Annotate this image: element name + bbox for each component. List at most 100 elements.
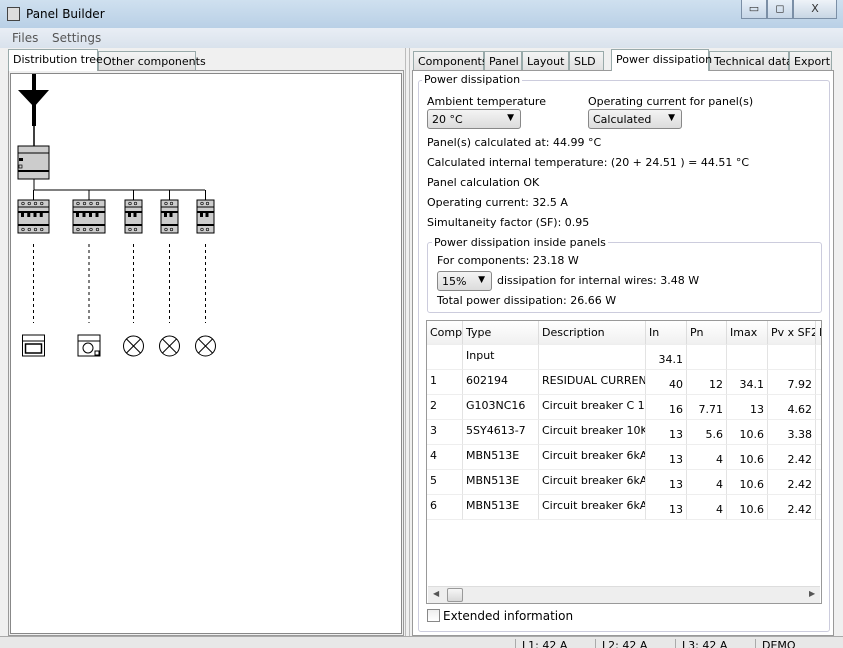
internal-temperature: Calculated internal temperature: (20 + 2… — [427, 156, 750, 169]
menu-files[interactable]: Files — [12, 31, 39, 45]
table-cell: Circuit breaker 6kA 1- — [539, 470, 646, 495]
circuit-breaker-icon[interactable] — [196, 199, 215, 234]
tab-technical-data[interactable]: Technical data — [709, 51, 793, 70]
tab-layout[interactable]: Layout — [522, 51, 569, 70]
column-header[interactable]: In — [646, 321, 687, 345]
circuit-breaker-icon[interactable] — [124, 199, 143, 234]
tab-power-dissipation[interactable]: Power dissipation — [611, 49, 712, 71]
rcd-icon[interactable] — [17, 145, 50, 180]
circuit-breaker-icon[interactable] — [72, 199, 106, 234]
table-cell: Circuit breaker 10KA 1 — [539, 420, 646, 445]
tab-components[interactable]: Components — [413, 51, 488, 70]
column-header[interactable]: Comp. — [427, 321, 463, 345]
table-cell: MBN513E — [463, 495, 539, 520]
tab-other-components[interactable]: Other components — [98, 51, 206, 70]
chevron-down-icon: ▼ — [668, 113, 675, 123]
circuit-breaker-icon[interactable] — [17, 199, 50, 234]
oven-icon[interactable] — [22, 334, 45, 357]
scrollbar-thumb[interactable] — [447, 588, 463, 602]
table-cell — [816, 420, 821, 445]
extended-information-label: Extended information — [443, 609, 574, 623]
extended-information-checkbox[interactable] — [427, 609, 440, 622]
operating-current: Operating current: 32.5 A — [427, 196, 568, 209]
table-cell: 1 — [427, 370, 463, 395]
status-l1: L1: 42 A — [515, 639, 567, 648]
operating-current-select[interactable]: Calculated ▼ — [588, 109, 682, 129]
table-cell — [816, 445, 821, 470]
app-icon — [7, 7, 20, 21]
table-cell: 2.42 — [768, 470, 816, 495]
lamp-icon[interactable] — [195, 335, 216, 357]
close-button[interactable]: X — [793, 0, 837, 19]
column-header[interactable]: Type — [463, 321, 539, 345]
table-cell: 40 — [646, 370, 687, 395]
distribution-diagram — [17, 74, 216, 357]
table-cell: 34.1 — [727, 370, 768, 395]
tab-distribution-tree[interactable]: Distribution tree — [8, 49, 103, 71]
window-title: Panel Builder — [26, 7, 105, 21]
table-cell: 13 — [646, 470, 687, 495]
maximize-button[interactable]: ◻ — [767, 0, 793, 19]
circuit-breaker-icon[interactable] — [160, 199, 179, 234]
table-cell: 6 — [427, 495, 463, 520]
table-cell — [427, 345, 463, 370]
table-cell: 34.1 — [646, 345, 687, 370]
feed-icon — [18, 74, 49, 146]
tab-export[interactable]: Export — [789, 51, 832, 70]
menu-settings[interactable]: Settings — [52, 31, 102, 45]
distribution-tree[interactable] — [10, 73, 402, 634]
column-header[interactable]: Pv x SF2 — [768, 321, 816, 345]
column-header[interactable]: Pn — [687, 321, 727, 345]
inside-panels-group — [427, 242, 822, 313]
table-cell: 13 — [646, 495, 687, 520]
minimize-button[interactable]: ▭ — [741, 0, 767, 19]
ambient-label: Ambient temperature — [427, 95, 546, 108]
table-cell: 2 — [427, 395, 463, 420]
chevron-down-icon: ▼ — [507, 113, 514, 123]
table-cell: 2.42 — [768, 445, 816, 470]
table-empty-area — [427, 520, 817, 586]
table-cell: RESIDUAL CURRENT I — [539, 370, 646, 395]
column-header[interactable]: Description — [539, 321, 646, 345]
table-cell: 4 — [687, 445, 727, 470]
horizontal-scrollbar[interactable]: ◀ ▶ — [428, 586, 820, 603]
column-header[interactable]: P — [816, 321, 821, 345]
lamp-icon[interactable] — [123, 335, 144, 357]
table-cell: 12 — [687, 370, 727, 395]
tab-sld[interactable]: SLD — [569, 51, 604, 70]
column-header[interactable]: Imax — [727, 321, 768, 345]
table-cell: 5 — [427, 470, 463, 495]
status-license: DEMO — [755, 639, 796, 648]
table-cell: 10.6 — [727, 495, 768, 520]
table-cell: 10.6 — [727, 420, 768, 445]
table-cell — [539, 345, 646, 370]
tab-panel[interactable]: Panel — [484, 51, 522, 70]
wire-percentage-select[interactable]: 15% ▼ — [437, 271, 492, 291]
power-dissipation-group — [418, 80, 830, 632]
total-dissipation: Total power dissipation: 26.66 W — [437, 294, 617, 307]
calculation-status: Panel calculation OK — [427, 176, 540, 189]
calculated-at: Panel(s) calculated at: 44.99 °C — [427, 136, 602, 149]
table-cell — [768, 345, 816, 370]
ambient-temperature-select[interactable]: 20 °C ▼ — [427, 109, 521, 129]
table-cell — [816, 470, 821, 495]
splitter-handle[interactable] — [405, 48, 410, 636]
washing-machine-icon[interactable] — [77, 334, 101, 357]
table-row[interactable]: Input 34.1 — [427, 345, 821, 370]
table-cell: 7.92 — [768, 370, 816, 395]
table-cell: 5SY4613-7 — [463, 420, 539, 445]
scroll-left-icon[interactable]: ◀ — [433, 589, 440, 598]
table-cell: MBN513E — [463, 470, 539, 495]
simultaneity-factor: Simultaneity factor (SF): 0.95 — [427, 216, 590, 229]
lamp-icon[interactable] — [159, 335, 180, 357]
group-title: Power dissipation — [422, 73, 523, 86]
scroll-right-icon[interactable]: ▶ — [809, 589, 816, 598]
table-cell: MBN513E — [463, 445, 539, 470]
